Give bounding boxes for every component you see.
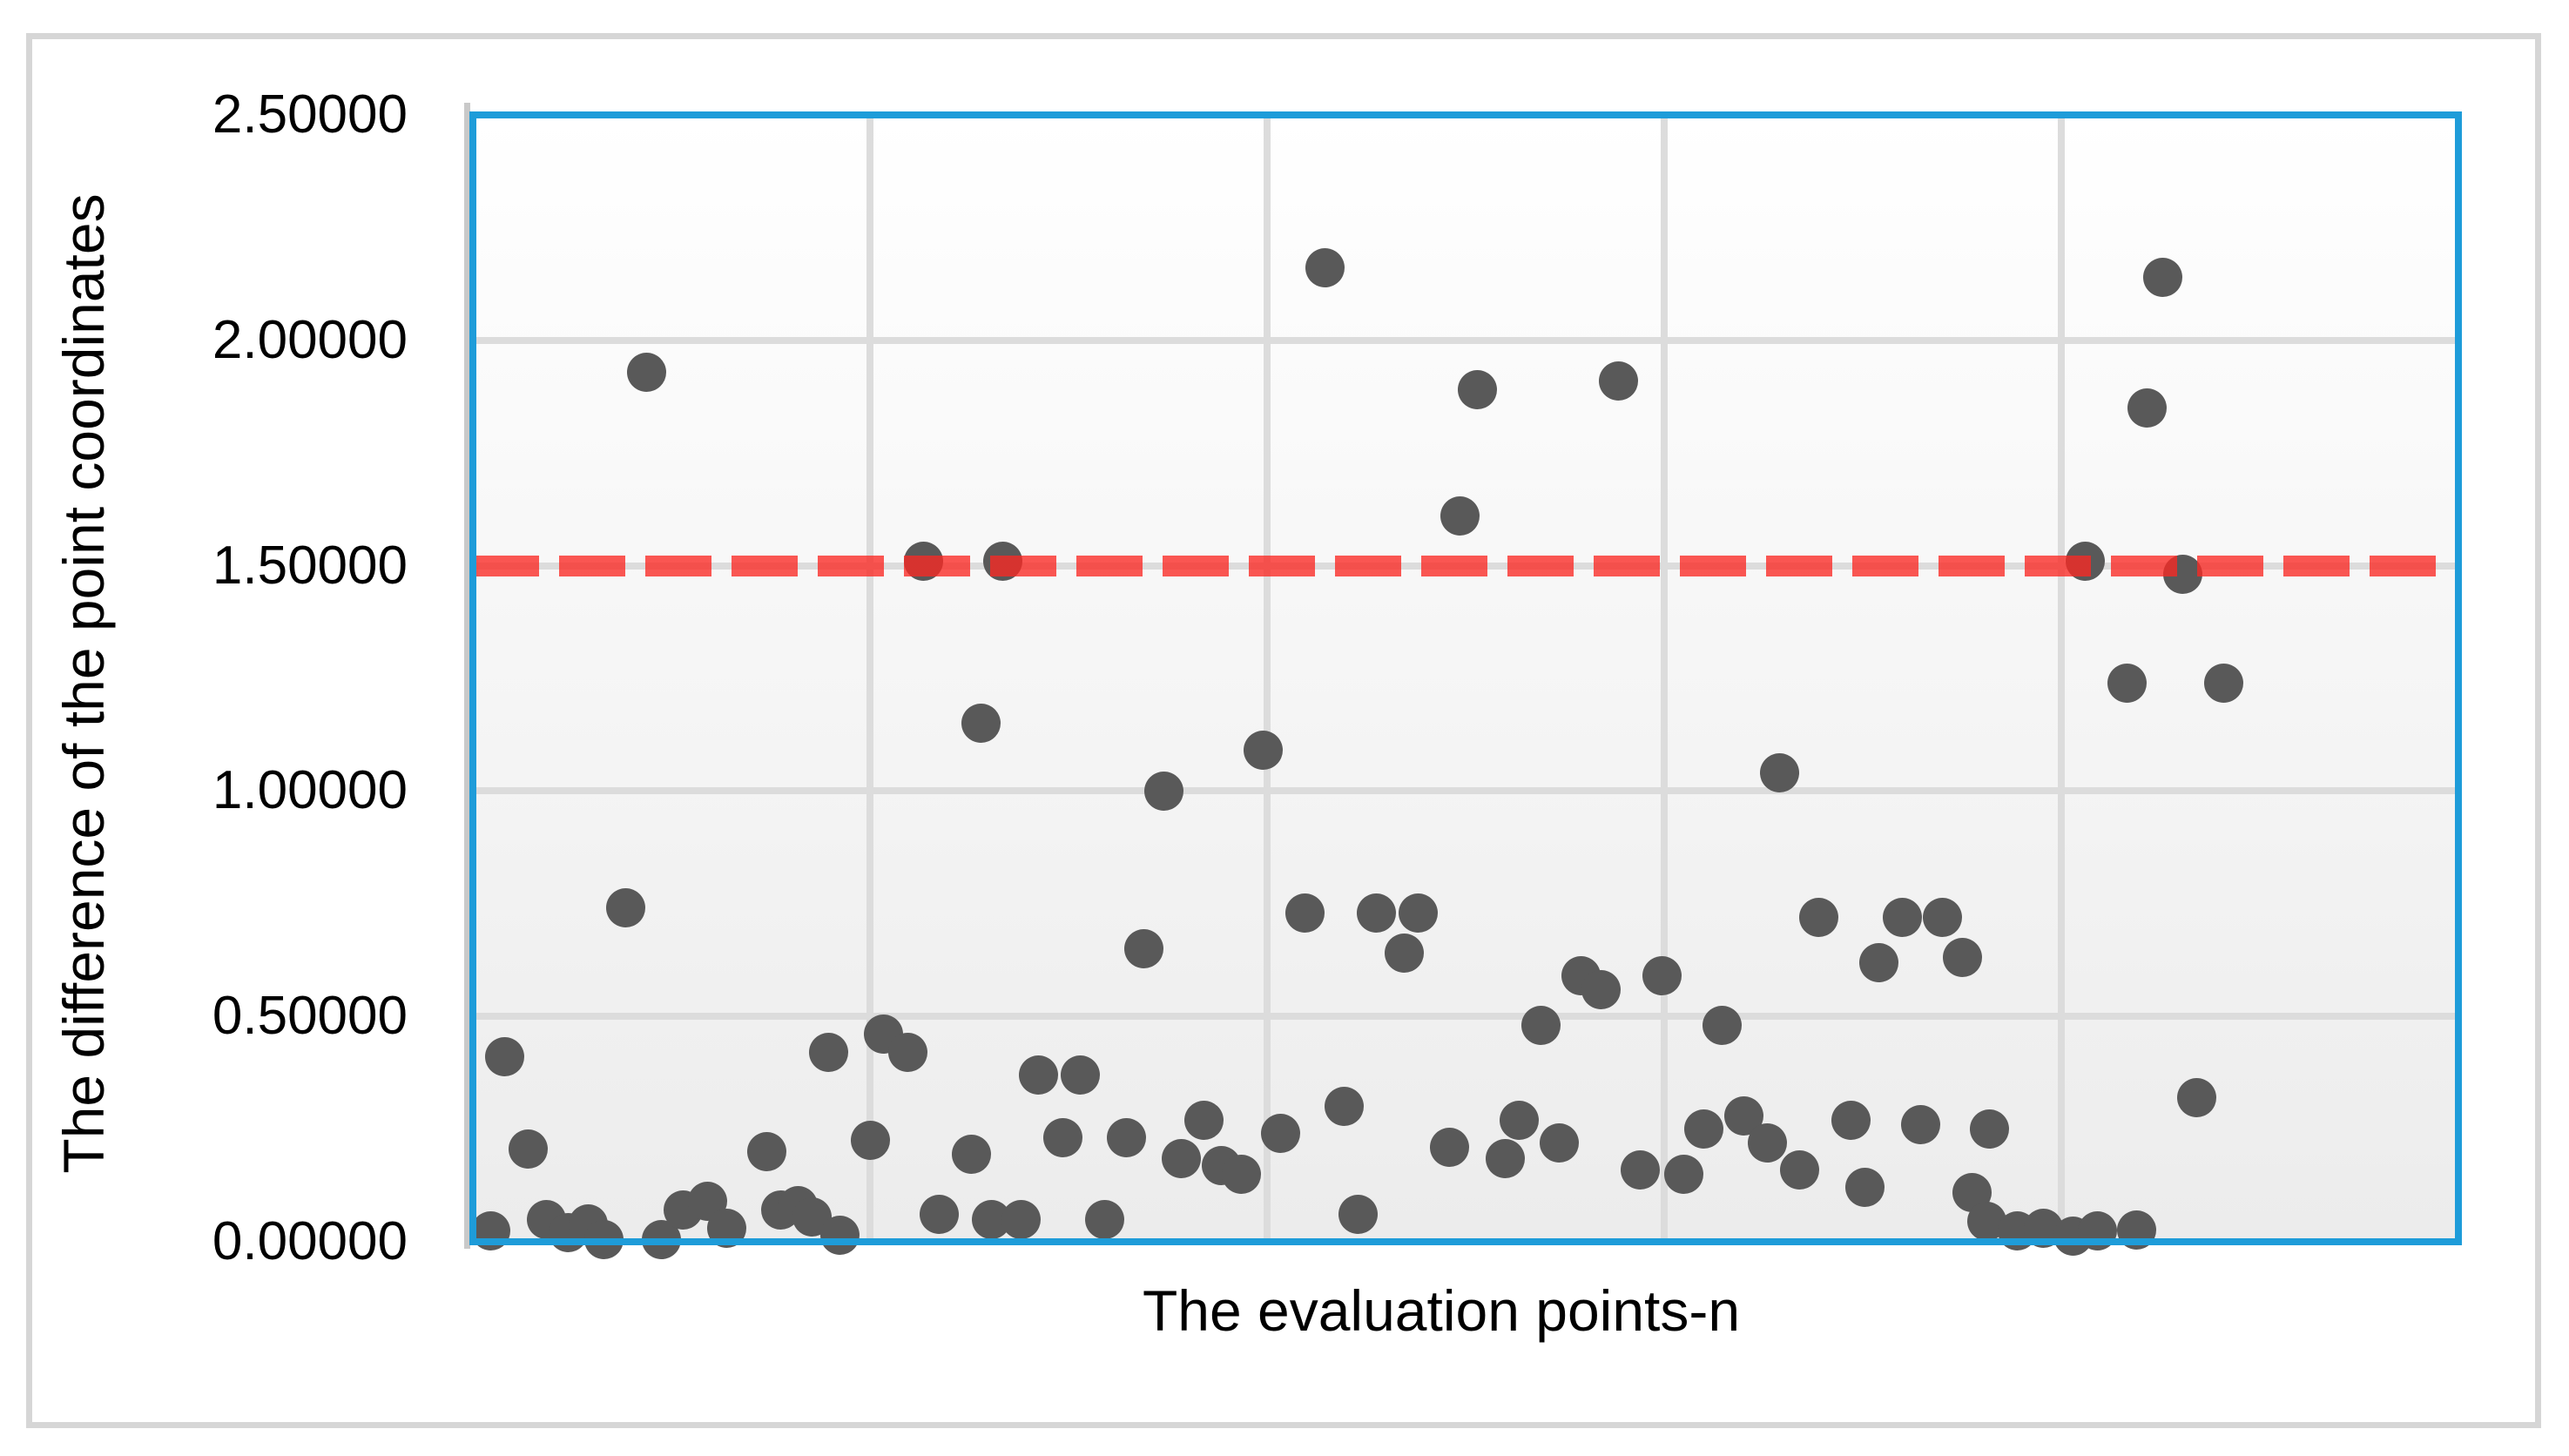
data-point — [1284, 893, 1325, 933]
y-axis-tick-label: 0.00000 — [212, 1211, 408, 1271]
data-point — [1858, 942, 1898, 982]
data-point — [1084, 1199, 1124, 1239]
data-point — [1458, 370, 1498, 410]
data-point — [509, 1129, 549, 1170]
data-point — [1338, 1195, 1379, 1235]
data-point — [1243, 731, 1283, 771]
data-point — [2077, 1210, 2117, 1250]
data-point — [1831, 1100, 1871, 1140]
data-point — [1162, 1138, 1202, 1178]
data-point — [1143, 771, 1183, 811]
data-point — [1642, 956, 1682, 996]
data-point — [1883, 897, 1923, 937]
data-point — [1799, 897, 1839, 937]
y-axis-tick-label: 1.50000 — [212, 535, 408, 596]
plot-area — [469, 111, 2462, 1259]
y-axis-tick-label: 0.50000 — [212, 986, 408, 1047]
threshold-line — [473, 555, 2458, 576]
data-point — [1581, 969, 1621, 1009]
data-point — [820, 1215, 860, 1255]
horizontal-gridline — [473, 787, 2458, 795]
y-axis-tick-label: 2.50000 — [212, 84, 408, 145]
data-point — [920, 1195, 960, 1235]
data-point — [1183, 1100, 1224, 1140]
data-point — [1124, 929, 1164, 969]
y-axis-tick-label: 1.00000 — [212, 760, 408, 821]
y-axis-title: The difference of the point coordinates — [51, 193, 116, 1174]
data-point — [951, 1134, 991, 1174]
data-point — [2107, 663, 2147, 703]
data-point — [1305, 248, 1345, 288]
data-point — [471, 1210, 511, 1250]
data-point — [1942, 938, 1982, 978]
data-point — [2142, 257, 2182, 297]
data-point — [627, 352, 666, 392]
data-point — [1325, 1087, 1365, 1127]
figure-border — [26, 33, 2541, 1428]
data-point — [1844, 1168, 1885, 1208]
data-point — [1019, 1055, 1059, 1095]
data-point — [1398, 893, 1438, 933]
data-point — [2176, 1077, 2216, 1117]
data-point — [1440, 496, 1480, 536]
vertical-gridline — [1264, 115, 1271, 1242]
data-point — [2117, 1210, 2157, 1250]
data-point — [1599, 361, 1639, 401]
data-point — [1521, 1006, 1561, 1046]
data-point — [1684, 1109, 1724, 1149]
data-point — [1001, 1199, 1041, 1239]
data-point — [1106, 1118, 1146, 1158]
data-point — [746, 1131, 786, 1171]
data-point — [484, 1037, 524, 1077]
data-point — [606, 888, 646, 928]
data-point — [1539, 1122, 1579, 1163]
data-point — [1221, 1154, 1261, 1194]
data-point — [1356, 893, 1396, 933]
horizontal-gridline — [473, 336, 2458, 344]
data-point — [1922, 897, 1962, 937]
data-point — [583, 1219, 624, 1259]
horizontal-gridline — [473, 1013, 2458, 1021]
data-point — [1261, 1114, 1301, 1154]
vertical-gridline — [866, 115, 873, 1242]
data-point — [961, 704, 1001, 744]
data-point — [850, 1121, 890, 1161]
data-point — [1970, 1109, 2010, 1149]
data-point — [1664, 1154, 1704, 1194]
x-axis-title: The evaluation points-n — [1142, 1278, 1741, 1343]
data-point — [1621, 1149, 1661, 1190]
data-point — [1500, 1100, 1540, 1140]
y-axis-tick-label: 2.00000 — [212, 309, 408, 370]
data-point — [707, 1208, 747, 1248]
vertical-gridline — [1661, 115, 1668, 1242]
data-point — [887, 1033, 927, 1073]
vertical-gridline — [2058, 115, 2065, 1242]
data-point — [1042, 1118, 1082, 1158]
data-point — [808, 1033, 848, 1073]
data-point — [1779, 1149, 1819, 1190]
data-point — [1430, 1127, 1470, 1167]
data-point — [2204, 663, 2244, 703]
data-point — [1748, 1122, 1788, 1163]
data-point — [1900, 1104, 1940, 1144]
data-point — [1384, 934, 1424, 974]
data-point — [1486, 1138, 1526, 1178]
data-point — [1702, 1006, 1742, 1046]
data-point — [1759, 753, 1799, 793]
data-point — [1061, 1055, 1101, 1095]
y-axis-line — [464, 103, 470, 1249]
data-point — [2127, 388, 2167, 428]
